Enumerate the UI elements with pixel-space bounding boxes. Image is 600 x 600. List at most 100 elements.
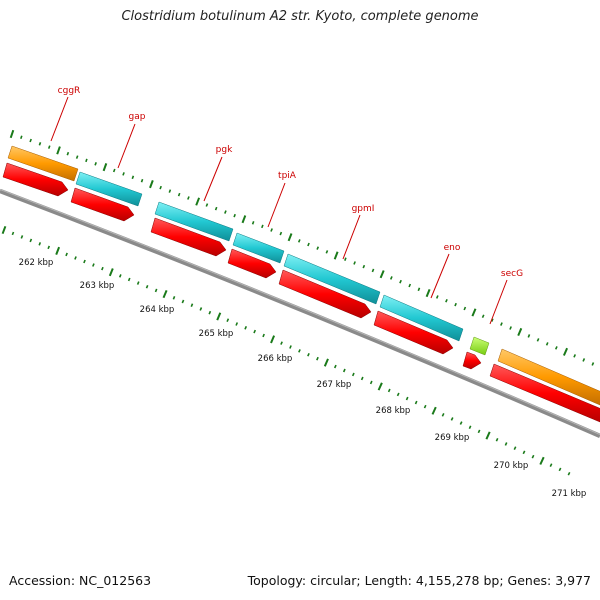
- minor-tick: [38, 242, 42, 246]
- minor-tick: [270, 228, 273, 232]
- feature-track-top: [7, 145, 600, 406]
- minor-tick: [454, 302, 457, 307]
- minor-tick: [353, 261, 356, 265]
- minor-tick: [369, 380, 373, 385]
- minor-tick: [325, 250, 329, 254]
- gene-bar-next[interactable]: [497, 348, 600, 406]
- cds-arrow-cggR[interactable]: [2, 162, 69, 197]
- gene-bar-gpmI[interactable]: [283, 253, 381, 305]
- minor-tick: [262, 333, 265, 338]
- minor-tick: [172, 296, 176, 300]
- minor-tick: [66, 151, 70, 156]
- minor-tick: [371, 268, 375, 273]
- minor-tick: [177, 192, 181, 197]
- cds-arrow-eno[interactable]: [373, 310, 454, 355]
- gene-label-cggR: cggR: [58, 86, 81, 96]
- minor-tick: [251, 221, 255, 225]
- minor-tick: [168, 189, 172, 193]
- minor-tick: [504, 442, 508, 446]
- minor-tick: [573, 354, 577, 358]
- minor-tick: [509, 326, 512, 330]
- minor-tick: [11, 231, 15, 236]
- minor-tick: [205, 203, 209, 207]
- minor-tick: [333, 364, 337, 369]
- major-tick: [56, 146, 61, 155]
- minor-tick: [531, 454, 535, 459]
- gene-bar-cggR[interactable]: [7, 145, 79, 182]
- minor-tick: [224, 210, 227, 214]
- gene-bar-eno[interactable]: [379, 294, 464, 342]
- minor-tick: [389, 276, 393, 280]
- major-tick: [333, 251, 339, 260]
- minor-tick: [351, 372, 355, 377]
- minor-tick: [344, 257, 347, 261]
- minor-tick: [122, 172, 125, 176]
- genome-backbone-highlight: [0, 189, 600, 435]
- minor-tick: [29, 238, 33, 243]
- minor-tick: [567, 471, 571, 476]
- minor-tick: [490, 318, 494, 322]
- minor-tick: [85, 158, 88, 163]
- minor-tick: [399, 279, 402, 284]
- minor-tick: [47, 145, 51, 149]
- major-tick: [55, 246, 61, 255]
- minor-tick: [316, 356, 319, 361]
- minor-tick: [558, 467, 562, 472]
- minor-tick: [450, 417, 454, 421]
- minor-tick: [387, 388, 391, 393]
- minor-tick: [423, 404, 427, 409]
- minor-tick: [591, 362, 595, 366]
- cds-arrow-gap[interactable]: [70, 187, 135, 222]
- major-tick: [241, 215, 247, 224]
- minor-tick: [47, 245, 51, 250]
- minor-tick: [298, 349, 301, 353]
- genome-summary: Topology: circular; Length: 4,155,278 bp…: [247, 573, 591, 588]
- major-tick: [431, 406, 437, 415]
- gene-label-gap: gap: [129, 112, 146, 122]
- minor-tick: [92, 263, 95, 267]
- minor-tick: [235, 322, 239, 326]
- cds-arrow-gpmI[interactable]: [278, 269, 372, 319]
- gene-label-gpmI: gpmI: [352, 204, 375, 214]
- major-tick: [379, 270, 385, 279]
- minor-tick: [307, 242, 310, 247]
- gene-bar-pgk[interactable]: [154, 201, 234, 242]
- accession-label: Accession: NC_012563: [9, 573, 152, 588]
- minor-tick: [83, 259, 86, 264]
- gene-bar-tpiA[interactable]: [232, 232, 285, 264]
- minor-tick: [297, 239, 301, 243]
- major-tick: [1, 225, 7, 235]
- kbp-label: 262 kbp: [19, 258, 54, 268]
- minor-tick: [463, 306, 467, 311]
- minor-tick: [396, 392, 400, 397]
- minor-tick: [495, 437, 499, 442]
- minor-tick: [536, 338, 540, 342]
- cds-arrow-next[interactable]: [489, 363, 600, 423]
- gene-bar-gap[interactable]: [75, 171, 143, 207]
- minor-tick: [74, 256, 77, 260]
- minor-tick: [244, 325, 248, 330]
- kbp-labels: 262 kbp 263 kbp 264 kbp 265 kbp 266 kbp …: [19, 258, 587, 499]
- minor-tick: [417, 287, 421, 292]
- major-tick: [162, 290, 168, 299]
- cds-arrow-tpiA[interactable]: [227, 248, 277, 279]
- minor-tick: [316, 246, 320, 250]
- minor-tick: [280, 341, 283, 345]
- kbp-label: 265 kbp: [199, 329, 234, 339]
- minor-tick: [38, 142, 42, 146]
- minor-tick: [414, 400, 418, 405]
- kbp-label: 266 kbp: [258, 354, 293, 364]
- minor-tick: [145, 284, 149, 289]
- outer-tick-row: [9, 129, 595, 366]
- cds-arrow-secG[interactable]: [462, 351, 482, 370]
- minor-tick: [481, 314, 485, 319]
- minor-tick: [208, 310, 212, 315]
- minor-tick: [226, 318, 230, 323]
- minor-tick: [181, 299, 185, 304]
- cds-arrow-pgk[interactable]: [150, 217, 227, 257]
- minor-tick: [468, 425, 472, 430]
- minor-tick: [29, 138, 32, 143]
- minor-tick: [549, 463, 553, 467]
- minor-tick: [405, 396, 409, 401]
- gene-bar-secG[interactable]: [469, 336, 490, 356]
